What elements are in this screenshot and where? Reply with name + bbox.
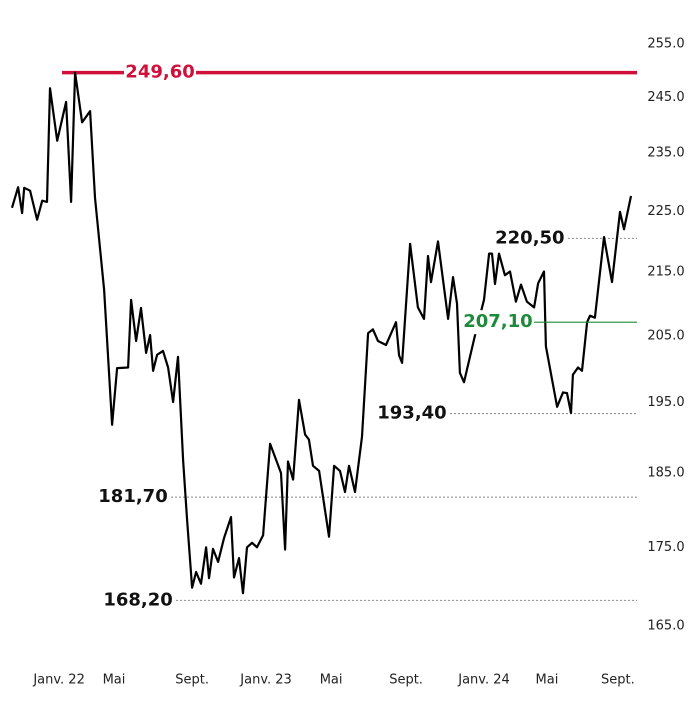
reference-label: 220,50 [495, 227, 564, 248]
y-tick-label: 235.0 [647, 146, 684, 161]
x-tick-label: Sept. [175, 673, 209, 688]
reference-label: 168,20 [103, 589, 172, 610]
y-tick-label: 205.0 [647, 328, 684, 343]
y-tick-label: 255.0 [647, 37, 684, 52]
reference-label: 181,70 [98, 486, 167, 507]
y-tick-label: 215.0 [647, 265, 684, 280]
y-tick-label: 185.0 [647, 466, 684, 481]
y-tick-label: 245.0 [647, 90, 684, 105]
x-tick-label: Mai [536, 673, 559, 688]
x-tick-label: Sept. [389, 673, 423, 688]
annotations [62, 70, 637, 601]
y-tick-label: 165.0 [647, 619, 684, 634]
price-line [10, 71, 633, 595]
x-tick-label: Sept. [601, 673, 635, 688]
reference-label: 207,10 [463, 311, 532, 332]
x-tick-label: Mai [320, 673, 343, 688]
label-background [97, 485, 170, 510]
y-tick-label: 195.0 [647, 395, 684, 410]
x-tick-label: Janv. 22 [32, 673, 85, 688]
label-background [375, 401, 448, 426]
x-tick-label: Janv. 23 [239, 673, 292, 688]
x-tick-label: Mai [103, 673, 126, 688]
label-background [493, 226, 566, 251]
label-background [124, 60, 197, 85]
reference-label: 249,60 [125, 62, 194, 83]
reference-label: 193,40 [377, 403, 446, 424]
x-tick-label: Janv. 24 [457, 673, 510, 688]
y-tick-label: 225.0 [647, 204, 684, 219]
label-background [102, 588, 175, 613]
label-background [461, 310, 534, 335]
y-tick-label: 175.0 [647, 540, 684, 555]
